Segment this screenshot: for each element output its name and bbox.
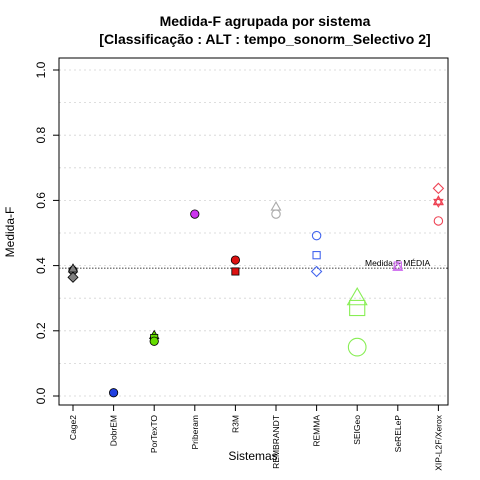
grid [59, 69, 448, 397]
x-tick-label: SEIGeo [352, 415, 362, 445]
y-tick-label: 0.8 [34, 127, 48, 144]
y-tick-label: 0.6 [34, 192, 48, 209]
data-point-circle [230, 255, 240, 265]
data-point-square [312, 251, 321, 260]
data-point-diamond [432, 182, 445, 195]
data-point-circle [109, 388, 119, 398]
data-point-circle [149, 336, 159, 346]
x-tick-label: PorTexTO [149, 415, 159, 453]
x-axis-label: Sistemas [228, 449, 277, 463]
y-tick-label: 0.2 [34, 322, 48, 339]
data-point-diamond [67, 271, 79, 283]
data-point-triangle [346, 287, 368, 306]
data-point-circle [190, 209, 200, 219]
y-tick-label: 0.4 [34, 257, 48, 274]
x-tick-label: DobrEM [109, 415, 119, 446]
x-tick-label: SeRELeP [393, 415, 403, 453]
y-tick-label: 0.0 [34, 387, 48, 404]
data-points [67, 182, 445, 398]
data-point-square [349, 299, 366, 317]
x-tick-label: Cage2 [68, 415, 78, 440]
reference-line-group: Medida-F MÉDIA [59, 258, 448, 269]
data-point-triangle [270, 201, 282, 211]
chart-title: Medida-F agrupada por sistema [160, 13, 371, 29]
plot-frame [58, 57, 449, 406]
data-point-diamond [310, 265, 323, 278]
x-tick-label: REMMA [312, 415, 322, 447]
data-point-circle [271, 209, 281, 219]
y-tick-label: 1.0 [34, 61, 48, 78]
data-point-star [433, 198, 444, 208]
data-point-circle [433, 216, 444, 226]
x-axis: Cage2 DobrEM PorTexTO Priberam R3M REMBRANDT R… [68, 405, 443, 471]
x-tick-label: Priberam [190, 415, 200, 449]
y-axis-label: Medida-F [3, 207, 17, 258]
x-tick-label: REMBRANDT [271, 415, 281, 469]
data-point-circle [347, 337, 367, 357]
y-axis: 0.0 0.2 0.4 0.6 0.8 1.0 [34, 61, 59, 404]
data-point-triangle [432, 195, 444, 205]
data-point-square [231, 267, 240, 276]
x-tick-label: R3M [230, 415, 240, 433]
x-tick-label: XIP-L2F/Xerox [433, 414, 443, 470]
data-point-triangle [392, 261, 404, 271]
chart-subtitle: [Classificação : ALT : tempo_sonorm_Sele… [99, 31, 430, 47]
data-point-circle [311, 230, 322, 241]
